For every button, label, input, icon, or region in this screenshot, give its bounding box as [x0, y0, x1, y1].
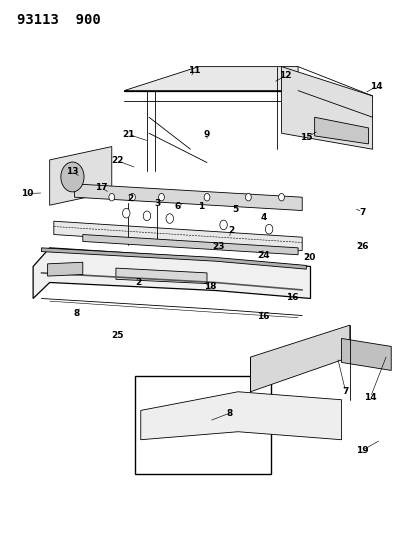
Bar — [134, 376, 271, 474]
Circle shape — [278, 193, 284, 201]
Text: 14: 14 — [370, 82, 382, 91]
Text: 23: 23 — [212, 243, 224, 251]
Text: 12: 12 — [279, 71, 291, 80]
Text: 3: 3 — [154, 199, 160, 208]
Polygon shape — [47, 262, 83, 276]
Text: 1: 1 — [198, 203, 204, 211]
Polygon shape — [116, 268, 206, 284]
Polygon shape — [124, 67, 297, 91]
Circle shape — [204, 193, 209, 201]
Text: 25: 25 — [112, 332, 124, 340]
Text: 11: 11 — [188, 66, 200, 75]
Polygon shape — [83, 235, 297, 255]
Text: 10: 10 — [21, 189, 33, 198]
Text: 16: 16 — [257, 312, 269, 320]
Polygon shape — [314, 117, 368, 144]
Circle shape — [158, 193, 164, 201]
Circle shape — [219, 220, 227, 230]
Text: 21: 21 — [122, 130, 134, 139]
Text: 93113  900: 93113 900 — [17, 13, 100, 27]
Polygon shape — [140, 392, 341, 440]
Text: 19: 19 — [355, 446, 368, 455]
Circle shape — [109, 193, 114, 201]
Text: 5: 5 — [231, 205, 238, 214]
Text: 26: 26 — [355, 243, 368, 251]
Text: 8: 8 — [226, 409, 233, 417]
Text: 18: 18 — [204, 282, 216, 291]
Text: 2: 2 — [227, 226, 234, 235]
Text: 15: 15 — [299, 133, 312, 142]
Text: 17: 17 — [95, 183, 107, 192]
Text: 2: 2 — [127, 194, 133, 203]
Text: 8: 8 — [73, 309, 80, 318]
Circle shape — [166, 214, 173, 223]
Text: 20: 20 — [303, 253, 315, 262]
Text: 2: 2 — [135, 278, 142, 287]
Circle shape — [122, 208, 130, 218]
Polygon shape — [33, 248, 310, 298]
Polygon shape — [50, 147, 112, 205]
Polygon shape — [54, 221, 301, 251]
Text: 7: 7 — [342, 387, 348, 396]
Text: 9: 9 — [203, 130, 210, 139]
Circle shape — [143, 211, 150, 221]
Circle shape — [265, 224, 272, 234]
Text: 4: 4 — [260, 213, 267, 222]
Circle shape — [129, 193, 135, 201]
Text: 24: 24 — [257, 252, 269, 260]
Polygon shape — [250, 325, 349, 392]
Text: 13: 13 — [66, 167, 78, 176]
Text: 7: 7 — [358, 208, 365, 216]
Text: 22: 22 — [112, 157, 124, 165]
Polygon shape — [281, 67, 372, 149]
Text: 14: 14 — [363, 393, 376, 401]
Polygon shape — [41, 248, 306, 269]
Circle shape — [61, 162, 84, 192]
Circle shape — [245, 193, 251, 201]
Text: 6: 6 — [174, 203, 181, 211]
Text: 16: 16 — [285, 293, 297, 302]
Polygon shape — [74, 184, 301, 211]
Polygon shape — [341, 338, 390, 370]
